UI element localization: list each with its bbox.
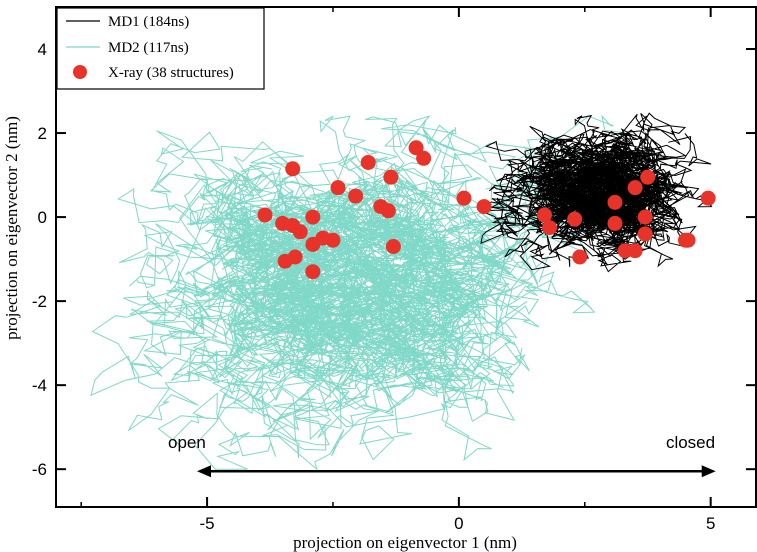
md2-trajectory-line (90, 114, 627, 471)
xray-point (700, 190, 716, 206)
x-tick-label: -5 (200, 514, 215, 533)
md2-trajectory-series (90, 114, 627, 471)
legend-md1-label: MD1 (184ns) (108, 14, 189, 30)
xray-point (627, 180, 643, 196)
open-closed-arrow (197, 465, 716, 478)
x-tick-labels: -5 0 5 (200, 514, 716, 533)
xray-point (385, 238, 401, 254)
xray-point (292, 224, 308, 240)
xray-point (348, 188, 364, 204)
legend-xray-marker (73, 65, 87, 79)
xray-point (637, 226, 653, 242)
xray-point (325, 232, 341, 248)
arrow-head-left (197, 465, 212, 478)
annotation-closed: closed (666, 433, 715, 452)
xray-point (617, 243, 633, 259)
xray-point (572, 249, 588, 265)
xray-point (330, 180, 346, 196)
xray-point (383, 169, 399, 185)
arrow-head-right (701, 465, 716, 478)
xray-point (257, 207, 273, 223)
y-tick-label: 4 (38, 40, 47, 59)
x-tick-label: 5 (706, 514, 715, 533)
x-tick-label: 0 (454, 514, 463, 533)
xray-point (476, 199, 492, 215)
xray-point (536, 207, 552, 223)
y-tick-label: -2 (32, 292, 47, 311)
xray-point (680, 232, 696, 248)
xray-point (416, 150, 432, 166)
xray-point (277, 253, 293, 269)
legend: MD1 (184ns) MD2 (117ns) X-ray (38 struct… (56, 7, 265, 90)
annotations: open closed (168, 433, 716, 478)
xray-point (607, 194, 623, 210)
y-tick-label: -4 (32, 376, 47, 395)
legend-md2-label: MD2 (117ns) (108, 40, 189, 56)
legend-xray-label: X-ray (38 structures) (108, 65, 234, 81)
xray-point (305, 209, 321, 225)
xray-point (637, 209, 653, 225)
xray-point (607, 215, 623, 231)
xray-point (380, 203, 396, 219)
xray-point (305, 264, 321, 280)
xray-point (542, 220, 558, 236)
xray-point (285, 161, 301, 177)
x-axis-title: projection on eigenvector 1 (nm) (293, 533, 517, 552)
xray-points-series (257, 140, 716, 280)
y-tick-labels: -6 -4 -2 0 2 4 (32, 40, 47, 479)
y-tick-label: -6 (32, 460, 47, 479)
y-tick-label: 2 (38, 124, 47, 143)
xray-point (567, 211, 583, 227)
y-tick-label: 0 (38, 208, 47, 227)
xray-point (456, 190, 472, 206)
xray-point (640, 169, 656, 185)
xray-point (360, 154, 376, 170)
plot-frame (55, 6, 757, 508)
y-axis-title: projection on eigenvector 2 (nm) (2, 116, 21, 340)
xray-point (408, 140, 424, 156)
annotation-open: open (168, 433, 206, 452)
